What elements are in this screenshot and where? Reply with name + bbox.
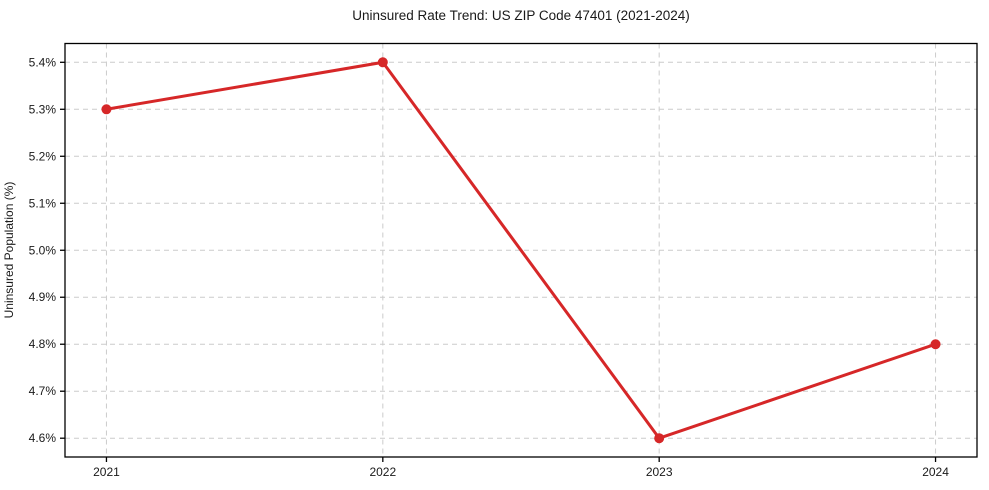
grid-layer [65, 43, 977, 457]
y-tick-label: 5.3% [29, 102, 57, 116]
x-tick-label: 2024 [922, 465, 949, 479]
data-point [101, 104, 112, 115]
chart-title: Uninsured Rate Trend: US ZIP Code 47401 … [352, 8, 689, 23]
data-point [377, 57, 388, 68]
y-tick-label: 5.2% [29, 149, 57, 163]
y-tick-label: 5.0% [29, 243, 57, 257]
axis-layer: 4.6% 4.7% 4.8% 4.9% 5.0% 5.1% 5.2% 5.3% 5.4% 2021… [29, 42, 978, 479]
y-tick-label: 4.6% [29, 431, 57, 445]
x-tick-label: 2021 [93, 465, 120, 479]
y-tick-label: 5.1% [29, 196, 57, 210]
y-axis-label: Uninsured Population (%) [2, 182, 16, 319]
y-tick-label: 4.9% [29, 290, 57, 304]
data-point [930, 339, 941, 350]
trend-line [104, 60, 938, 440]
y-tick-label: 4.7% [29, 384, 57, 398]
x-tick-label: 2023 [646, 465, 673, 479]
series-layer [101, 57, 941, 444]
x-tick-label: 2022 [369, 465, 396, 479]
y-tick-label: 4.8% [29, 337, 57, 351]
data-point [654, 433, 665, 444]
y-tick-label: 5.4% [29, 55, 57, 69]
